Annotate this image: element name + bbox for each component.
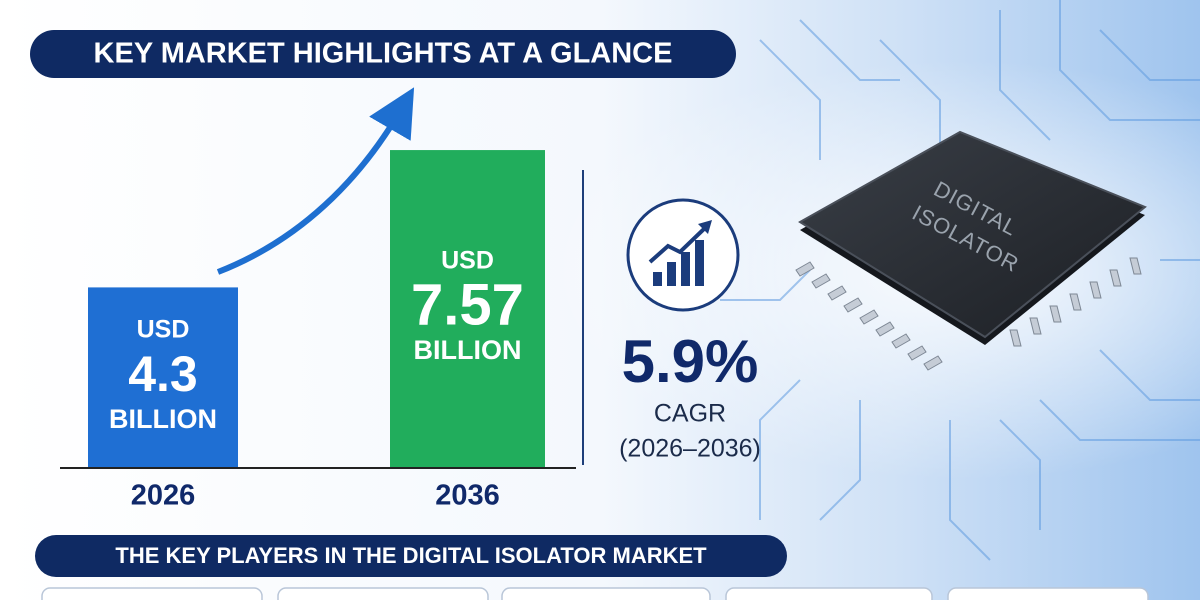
- growth-arrow: [216, 87, 415, 275]
- bar-unit: BILLION: [414, 335, 522, 365]
- cagr-value: 5.9%: [622, 328, 759, 395]
- players-title: THE KEY PLAYERS IN THE DIGITAL ISOLATOR …: [115, 543, 707, 568]
- title: KEY MARKET HIGHLIGHTS AT A GLANCE: [94, 38, 673, 70]
- x-tick-label: 2036: [435, 480, 500, 512]
- cagr-icon: [626, 198, 740, 312]
- x-tick-label: 2026: [131, 480, 196, 512]
- circuit-lines: [720, 0, 1200, 561]
- bar-currency: USD: [441, 247, 494, 275]
- bar: [88, 287, 238, 468]
- player-cards: [41, 587, 1149, 600]
- bar-value: 7.57: [411, 272, 524, 337]
- bar-value: 4.3: [128, 346, 198, 402]
- players-pill: [35, 535, 787, 577]
- bar-currency: USD: [137, 315, 190, 343]
- bar-unit: BILLION: [109, 404, 217, 434]
- cagr-label: CAGR: [654, 400, 726, 428]
- chip: DIGITAL ISOLATOR: [795, 130, 1147, 371]
- cagr-period: (2026–2036): [619, 435, 761, 463]
- title-pill: [30, 30, 736, 78]
- bar: [390, 150, 545, 468]
